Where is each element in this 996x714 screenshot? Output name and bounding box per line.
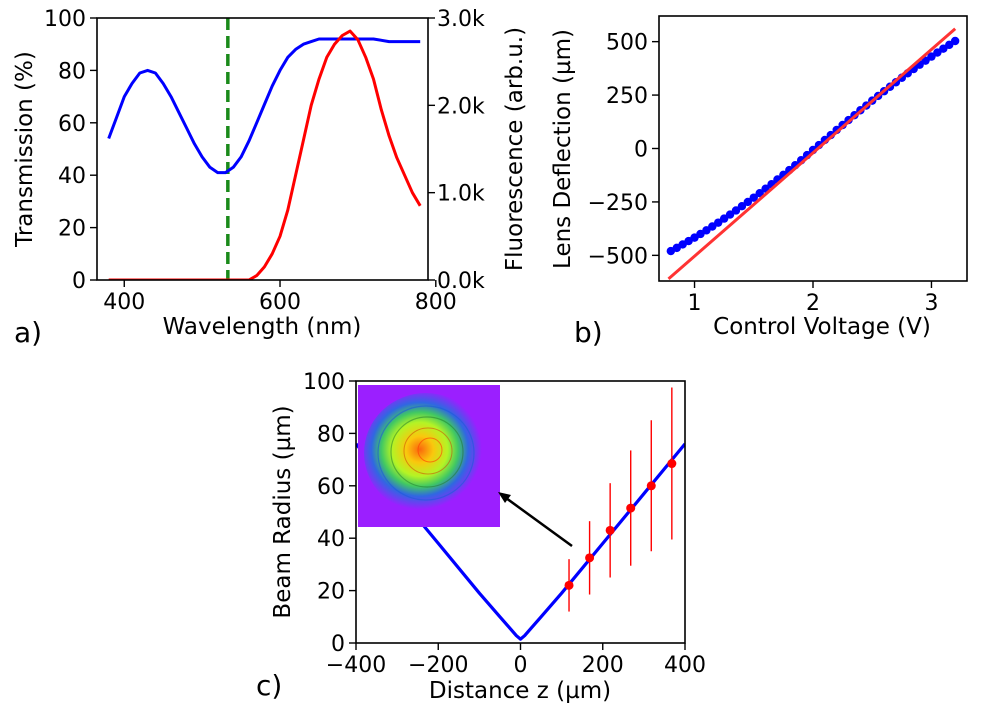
panel-a-ytick-right-label: 3.0k [437,7,485,32]
panel-b-ytick-label: 0 [634,138,648,163]
panel-c-ytick-label: 40 [317,527,345,552]
panel-b-ytick-label: 250 [606,84,648,109]
beam-radius-point [564,580,574,590]
panel-c-ylabel: Beam Radius (µm) [270,405,296,618]
deflection-point [743,197,753,207]
deflection-point [921,56,930,65]
panel-a-label: a) [14,316,42,349]
panel-c-ytick-label: 0 [331,632,345,657]
panel-c-xtick-label: 400 [664,653,706,678]
beam-radius-point [605,525,615,535]
panel-a-ylabel: Transmission (%) [12,51,38,248]
panel-b-label: b) [574,316,603,349]
deflection-point [714,218,723,227]
panel-c-xtick-label: −200 [408,653,468,678]
panel-a-xtick-label: 800 [415,290,457,315]
panel-c-ytick-label: 20 [317,580,345,605]
panel-a-ytick-label: 60 [58,112,86,137]
panel-c-xtick-label: 0 [514,653,528,678]
panel-a-xlabel: Wavelength (nm) [163,314,362,340]
panel-c-xlabel: Distance z (µm) [429,678,611,704]
beam-radius-point [646,481,656,491]
deflection-point [755,188,764,198]
panel-c-label: c) [256,669,282,702]
panel-c-ticks: −400 −200 0 200 400 0 20 40 60 80 100 [303,370,706,678]
panel-a-xtick-label: 600 [259,290,301,315]
panel-b-ytick-label: 500 [606,31,648,56]
panel-a-ytick-right-label: 2.0k [437,94,485,119]
panel-a-xtick-label: 400 [103,290,145,315]
panel-a-ytick-label: 20 [58,217,86,242]
panel-a-ytick-right-label: 0.0k [437,269,485,294]
panel-c-xtick-label: −400 [326,653,386,678]
deflection-point [737,202,747,211]
beam-profile-image [358,385,500,527]
deflection-point [725,210,735,219]
panel-a-plot-area [107,18,422,280]
panel-c-plot-area [356,387,685,641]
deflection-point [933,48,942,57]
panel-b-plot-area [666,27,960,281]
linear-fit-line [667,27,957,281]
panel-b-xlabel: Control Voltage (V) [713,314,931,340]
panel-b-ytick-label: −250 [588,191,648,216]
panel-a-ytick-label: 40 [58,164,86,189]
panel-a-ticks: 400 600 800 0 20 40 60 80 100 0.0k 1.0k 2.0k 3.0k [44,7,485,315]
panel-a-ytick-label: 100 [44,7,86,32]
panel-c-ytick-label: 80 [317,422,345,447]
beam-radius-point [667,459,677,469]
inset-arrow-head [498,492,511,503]
deflection-point [708,222,717,231]
series-transmission-line [107,37,421,175]
panel-a-ytick-label: 80 [58,59,86,84]
deflection-point [749,193,758,202]
inset-arrow-line [505,496,573,548]
panel-a: 400 600 800 0 20 40 60 80 100 0.0k 1.0k 2.0k 3.0k Wa… [12,7,528,349]
beam-radius-point [626,503,636,513]
deflection-point [731,206,741,215]
deflection-point [945,40,954,50]
deflection-point [719,214,729,223]
series-fluorescence-line [108,29,422,280]
panel-a-ytick-label: 0 [72,269,86,294]
deflection-point [927,52,936,61]
panel-b-xtick-label: 1 [688,291,702,316]
panel-b-ticks: 1 2 3 −500 −250 0 250 500 [588,31,939,316]
panel-b-ytick-label: −500 [588,244,648,269]
panel-b: 1 2 3 −500 −250 0 250 500 Control Voltage (V) L… [550,15,968,349]
panel-c-ytick-label: 100 [303,370,345,395]
panel-a-ytick-right-label: 1.0k [437,182,485,207]
panel-b-xtick-label: 3 [924,291,938,316]
deflection-point [939,44,948,53]
deflection-point [950,36,960,46]
panel-c-ytick-label: 60 [317,475,345,500]
panel-a-ylabel-right: Fluorescence (arb.u.) [502,27,528,271]
panel-c: −400 −200 0 200 400 0 20 40 60 80 100 Distance z (… [256,370,706,704]
panel-c-xtick-label: 200 [582,653,624,678]
beam-radius-point [585,553,595,563]
deflection-point [702,226,711,235]
panel-a-frame [96,17,429,281]
panel-b-xtick-label: 2 [806,291,820,316]
panel-b-ylabel: Lens Deflection (µm) [550,29,576,269]
